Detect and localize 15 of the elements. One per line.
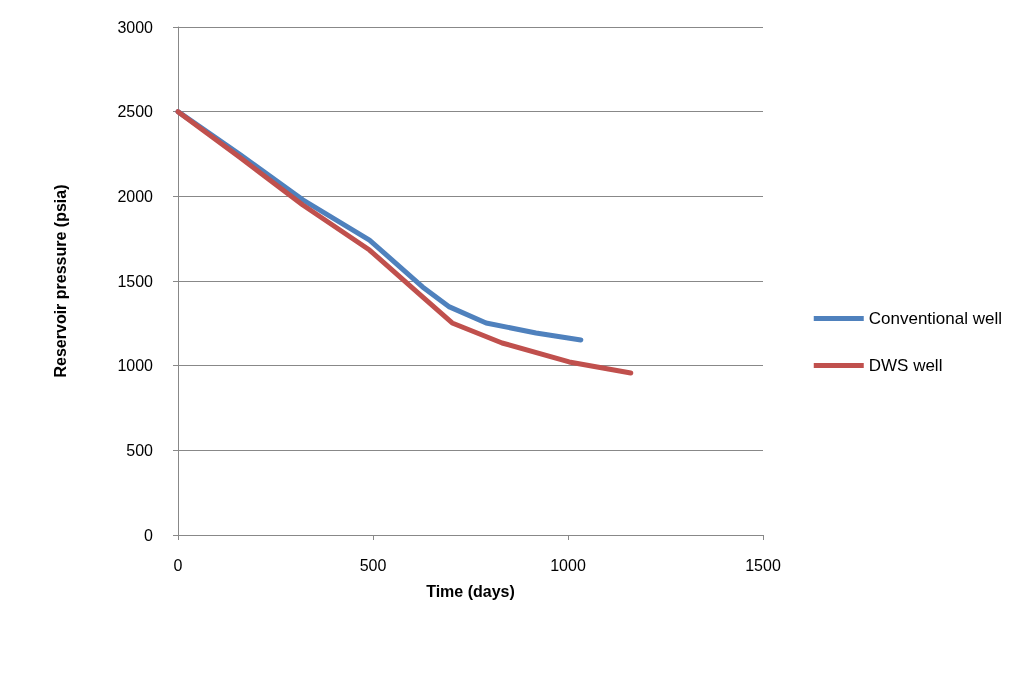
y-tick-label: 3000 (117, 18, 154, 36)
x-tick-label: 500 (359, 556, 387, 574)
y-tick-label: 2000 (117, 187, 154, 205)
x-axis-title: Time (days) (426, 582, 515, 600)
y-tick-label: 2500 (117, 103, 154, 121)
y-tick-label: 0 (144, 526, 154, 544)
legend-label: DWS well (868, 356, 943, 375)
y-tick-label: 500 (126, 441, 154, 459)
y-axis-title: Reservoir pressure (psia) (51, 184, 69, 378)
y-tick-label: 1500 (117, 272, 154, 290)
x-tick-label: 1000 (550, 556, 586, 574)
y-tick-label: 1000 (117, 357, 154, 375)
x-tick-label: 0 (173, 556, 183, 574)
x-tick-label: 1500 (745, 556, 781, 574)
legend-label: Conventional well (868, 309, 1003, 328)
